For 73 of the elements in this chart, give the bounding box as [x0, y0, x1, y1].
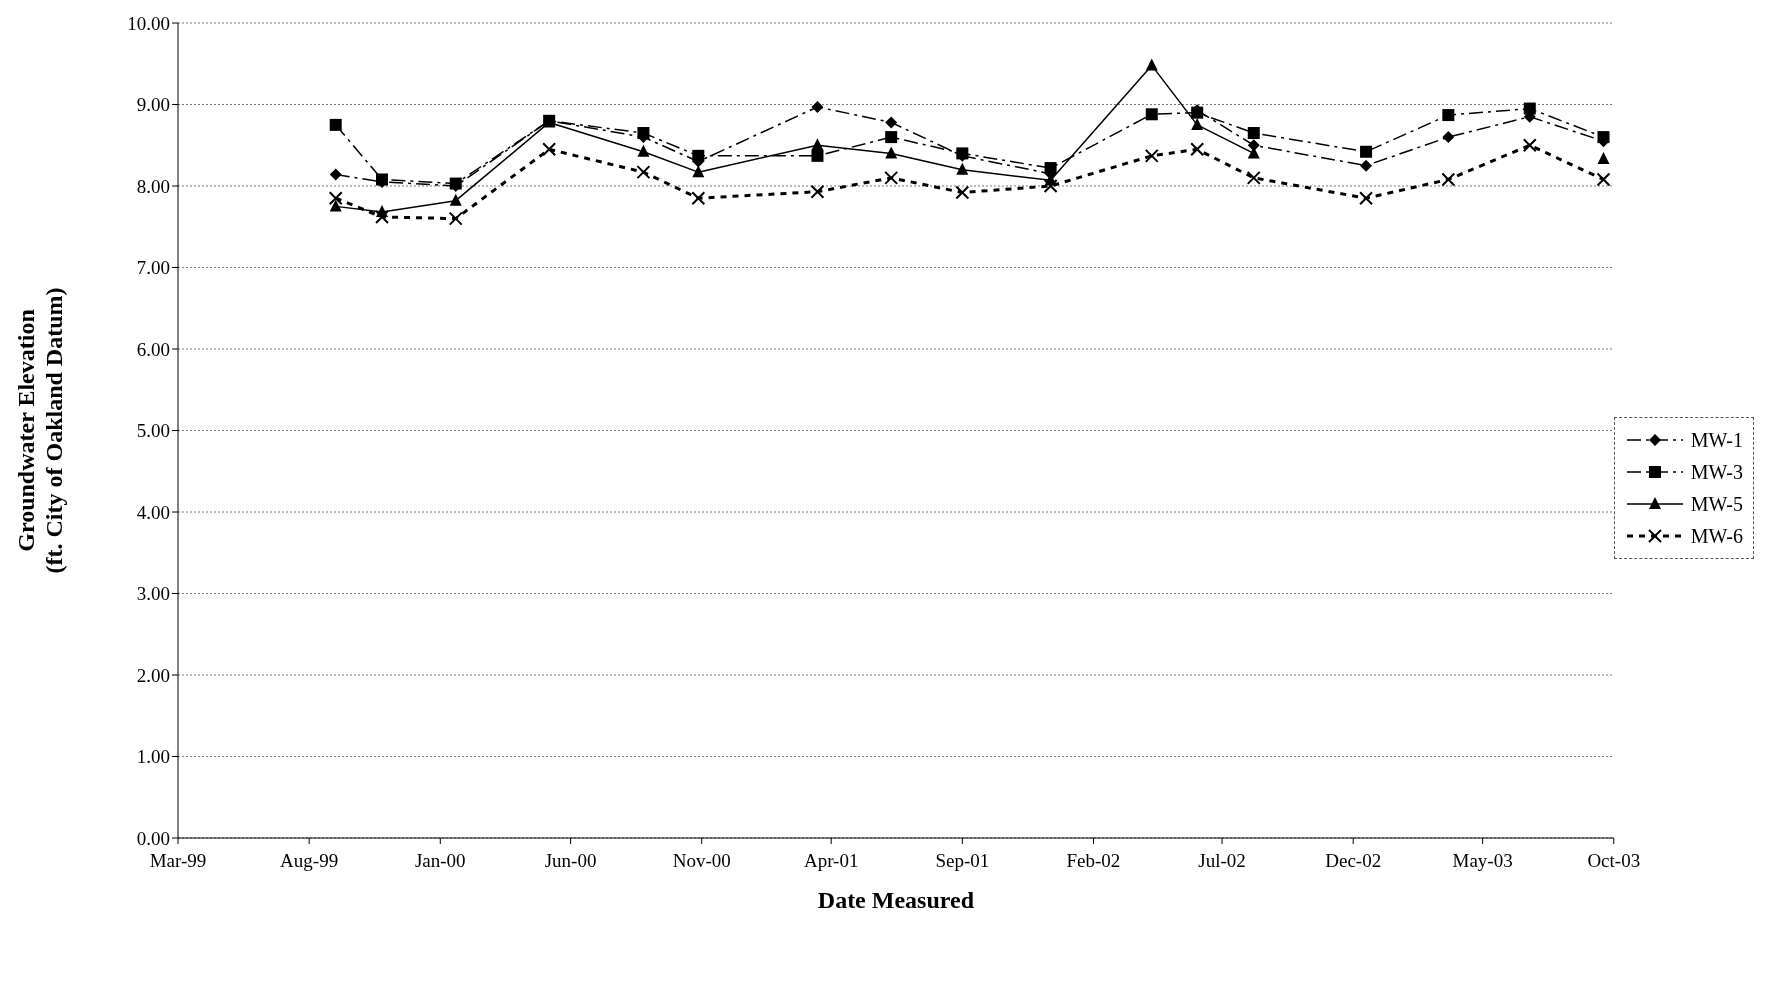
- y-tick-label: 8.00: [136, 175, 170, 197]
- point: [329, 168, 342, 181]
- x-tick-label: Nov-00: [672, 850, 731, 872]
- point: [956, 162, 969, 175]
- point: [636, 165, 651, 180]
- y-tick-label: 0.00: [136, 827, 170, 849]
- y-tick-label: 5.00: [136, 420, 170, 442]
- x-tick-label: May-03: [1452, 850, 1513, 872]
- point: [449, 193, 462, 206]
- legend-label: MW-5: [1690, 492, 1743, 517]
- x-tick-label: Dec-02: [1325, 850, 1382, 872]
- point: [1145, 108, 1158, 121]
- point: [328, 191, 343, 206]
- point: [692, 149, 705, 162]
- point: [1247, 127, 1260, 140]
- point: [811, 100, 824, 113]
- point: [1043, 179, 1058, 193]
- legend-label: MW-6: [1690, 524, 1743, 549]
- y-tick-label: 6.00: [136, 338, 170, 360]
- point: [885, 146, 898, 159]
- point: [1442, 109, 1455, 122]
- point: [329, 199, 342, 212]
- point: [1597, 152, 1610, 165]
- point: [691, 191, 706, 206]
- x-axis-title: Date Measured: [817, 887, 975, 913]
- y-tick-label: 2.00: [136, 664, 170, 686]
- y-tick-label: 7.00: [136, 257, 170, 279]
- y-axis-title: Groundwater Elevation (ft. City of Oakland Datum): [13, 287, 67, 574]
- y-tick-label: 3.00: [136, 583, 170, 605]
- point: [329, 118, 342, 131]
- point: [1359, 191, 1374, 206]
- point: [375, 209, 390, 224]
- y-tick-label: 1.00: [136, 746, 170, 768]
- point: [637, 127, 650, 140]
- y-tick-label: 9.00: [136, 94, 170, 116]
- point: [1044, 162, 1057, 175]
- point: [637, 144, 650, 157]
- x-tick-label: Jun-00: [544, 850, 597, 872]
- point: [1246, 170, 1261, 185]
- point: [1191, 117, 1204, 130]
- point: [1523, 102, 1536, 115]
- point: [885, 116, 898, 129]
- point: [692, 165, 705, 178]
- y-tick-label: 4.00: [136, 501, 170, 523]
- point: [1144, 148, 1159, 163]
- x-tick-label: Oct-03: [1587, 850, 1641, 872]
- point: [955, 185, 970, 200]
- point: [1597, 131, 1610, 144]
- point: [1596, 172, 1611, 187]
- point: [1441, 172, 1456, 187]
- point: [811, 149, 824, 162]
- x-tick-label: Apr-01: [803, 850, 859, 872]
- point: [884, 170, 899, 185]
- x-tick-label: Feb-02: [1066, 850, 1121, 872]
- x-tick-label: Sep-01: [935, 850, 990, 872]
- point: [1442, 131, 1455, 144]
- legend-label: MW-1: [1690, 428, 1743, 453]
- point: [811, 138, 824, 151]
- x-tick-label: Jul-02: [1198, 850, 1246, 872]
- point: [1190, 142, 1205, 157]
- x-tick-label: Aug-99: [280, 850, 339, 872]
- point: [810, 184, 825, 199]
- x-tick-label: Jan-00: [414, 850, 466, 872]
- point: [448, 211, 463, 226]
- legend-label: MW-3: [1690, 460, 1743, 485]
- point: [1360, 145, 1373, 158]
- point: [542, 142, 557, 157]
- point: [1360, 159, 1373, 172]
- point: [885, 131, 898, 144]
- x-tick-label: Mar-99: [149, 850, 207, 872]
- point: [1522, 138, 1537, 153]
- point: [1145, 58, 1158, 71]
- y-tick-label: 10.00: [127, 12, 170, 34]
